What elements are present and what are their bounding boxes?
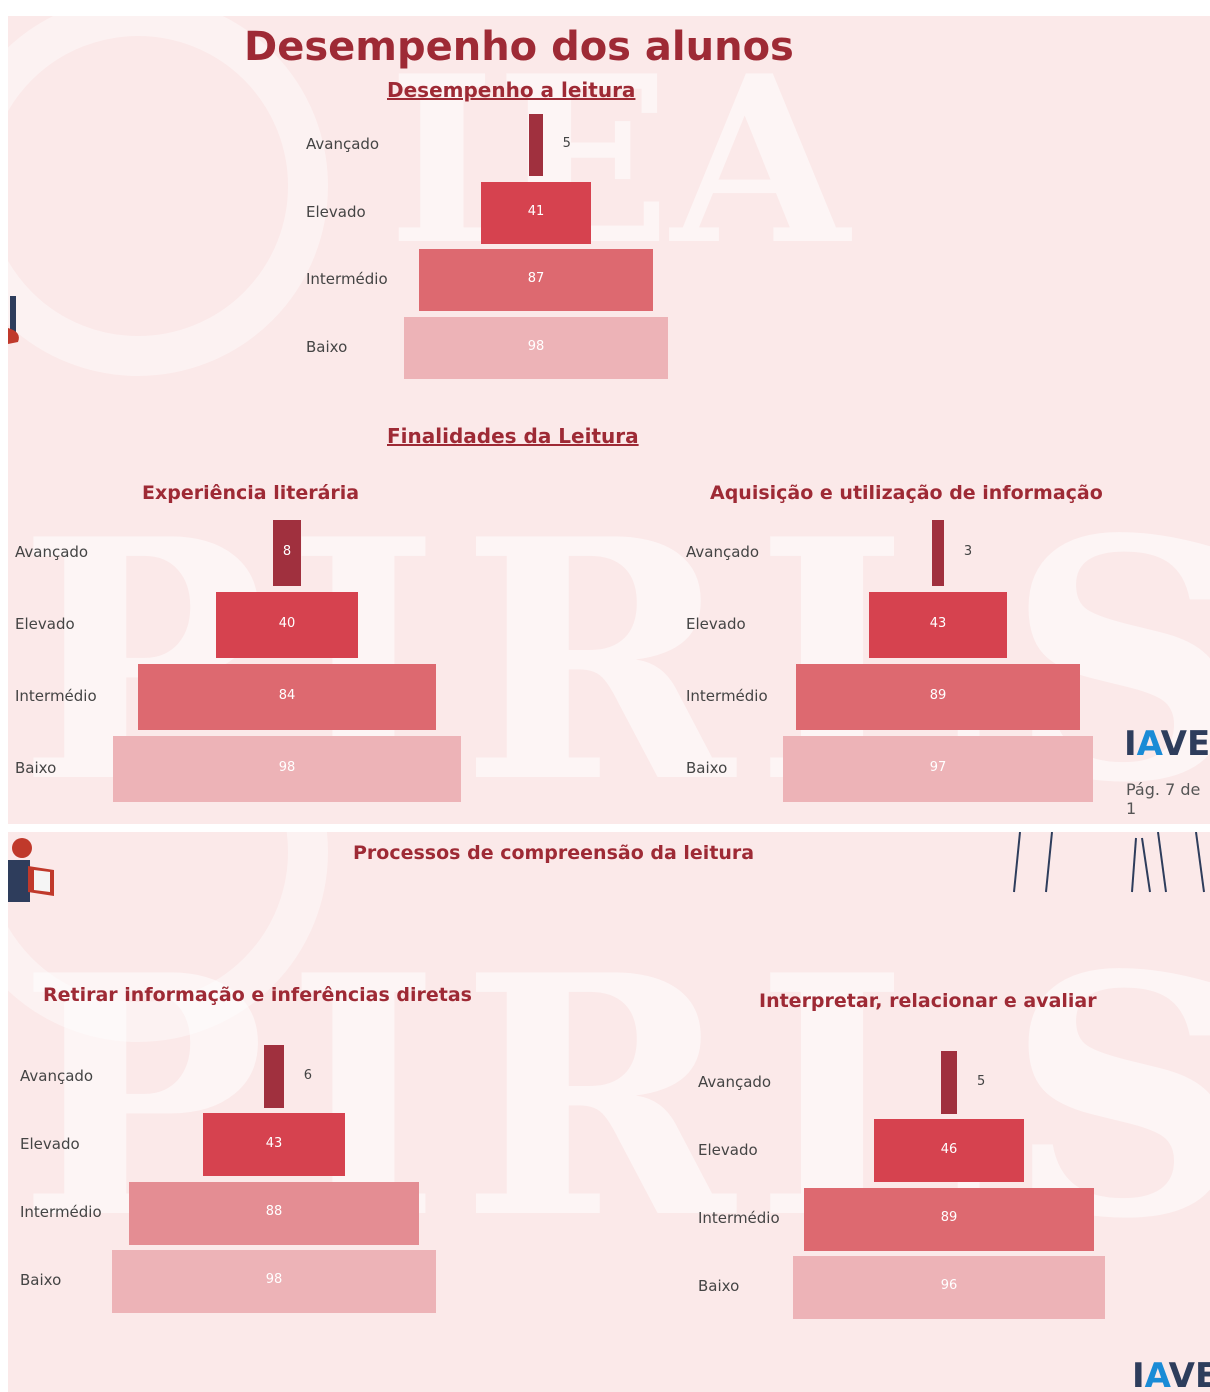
category-label: Avançado (306, 135, 380, 153)
value-label: 43 (929, 616, 947, 631)
category-label: Baixo (698, 1277, 740, 1296)
funnel-bar (128, 1181, 420, 1245)
category-label: Intermédio (15, 687, 97, 705)
funnel-bar (418, 249, 654, 312)
funnel-bar (529, 114, 543, 176)
value-label: 96 (940, 1278, 958, 1294)
iave-logo: IAVE (1124, 724, 1210, 764)
funnel-bar (795, 664, 1081, 730)
category-label: Intermédio (306, 270, 388, 289)
value-label: 97 (929, 760, 947, 775)
value-label: 98 (265, 1272, 283, 1288)
chart-title-desempenho: Desempenho a leitura (387, 78, 636, 102)
value-label: 98 (527, 339, 545, 355)
value-label: 98 (278, 760, 296, 775)
funnel-bar (112, 1249, 436, 1313)
category-label: Avançado (15, 543, 89, 561)
category-label: Baixo (15, 759, 57, 777)
category-label: Avançado (686, 543, 760, 561)
funnel-bar (216, 592, 358, 658)
globe-watermark (8, 16, 328, 376)
category-label: Elevado (20, 1134, 80, 1153)
funnel-bar (869, 592, 1007, 658)
category-label: Intermédio (698, 1209, 780, 1228)
category-label: Elevado (15, 615, 75, 633)
value-label: 89 (929, 688, 947, 703)
page-indicator: Pág. 7 de 1 (1126, 780, 1201, 818)
value-label: 40 (278, 616, 296, 631)
chart-title-interpretar: Interpretar, relacionar e avaliar (759, 990, 1097, 1012)
report-panel-bottom: PIRLS Processos de compreensão da leitur… (8, 832, 1210, 1392)
funnel-bar (793, 1255, 1105, 1319)
category-label: Avançado (698, 1072, 772, 1091)
decorative-strokes (1008, 832, 1208, 896)
category-label: Elevado (306, 202, 366, 221)
category-label: Intermédio (686, 687, 768, 705)
page-title: Desempenho dos alunos (244, 24, 794, 70)
funnel-bar (932, 520, 944, 586)
category-label: Baixo (306, 338, 348, 357)
value-label: 5 (562, 136, 571, 151)
category-label: Baixo (20, 1271, 62, 1290)
chart-title-retirar: Retirar informação e inferências diretas (43, 984, 472, 1006)
value-label: 41 (527, 203, 545, 219)
funnel-bar (264, 1045, 284, 1108)
funnel-bar (272, 520, 302, 586)
chart-title-experiencia: Experiência literária (142, 482, 360, 504)
category-label: Elevado (698, 1140, 758, 1159)
category-label: Elevado (686, 615, 746, 633)
reader-figure-icon (8, 292, 22, 348)
value-label: 5 (976, 1073, 986, 1089)
report-panel-top: IEA PIRLS Desempenho dos alunos Desempen… (8, 16, 1210, 824)
funnel-bar (940, 1051, 958, 1114)
funnel-bar (203, 1113, 345, 1177)
value-label: 3 (963, 544, 973, 559)
iave-logo-bottom: IAVE (1132, 1356, 1210, 1392)
funnel-bar (874, 1119, 1024, 1183)
funnel-bar (113, 736, 461, 802)
chart-title-aquisicao: Aquisição e utilização de informação (710, 482, 1103, 504)
funnel-bar (804, 1187, 1094, 1251)
value-label: 6 (303, 1067, 313, 1083)
funnel-bar (403, 317, 669, 380)
value-label: 8 (282, 544, 292, 559)
funnel-bar (480, 181, 592, 244)
category-label: Avançado (20, 1066, 94, 1085)
category-label: Baixo (686, 759, 728, 777)
value-label: 87 (527, 271, 545, 287)
section-title-finalidades: Finalidades da Leitura (387, 424, 639, 448)
value-label: 88 (265, 1204, 283, 1220)
value-label: 89 (940, 1210, 958, 1226)
section-title-processos: Processos de compreensão da leitura (353, 842, 755, 864)
watermark-iea: IEA (388, 26, 850, 296)
category-label: Intermédio (20, 1203, 102, 1222)
reader-figure-icon (8, 836, 60, 906)
value-label: 84 (278, 688, 296, 703)
value-label: 46 (940, 1141, 958, 1157)
value-label: 43 (265, 1135, 283, 1151)
funnel-bar (782, 736, 1094, 802)
funnel-bar (137, 664, 437, 730)
